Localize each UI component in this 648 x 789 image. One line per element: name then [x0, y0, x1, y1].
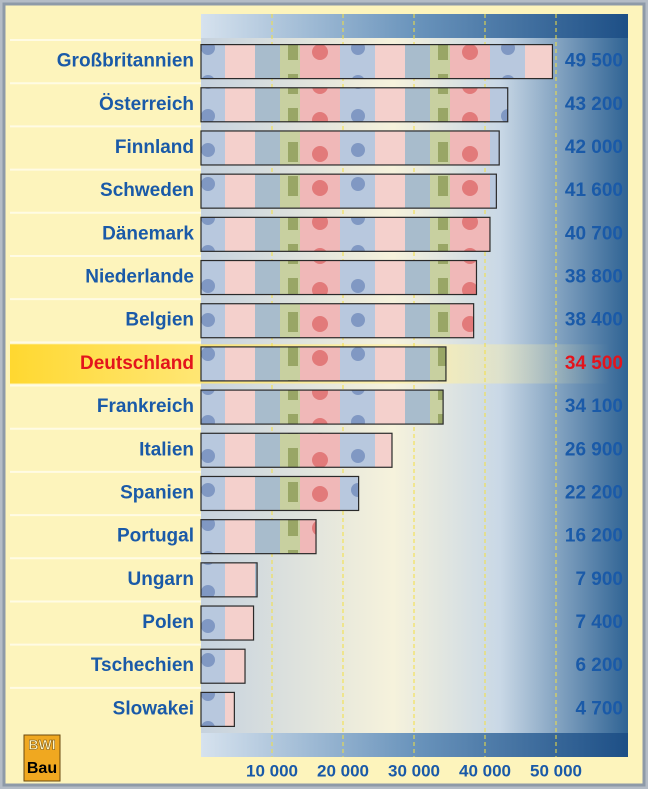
value-label: 7 900 — [575, 569, 623, 590]
y-tick-label: Portugal — [117, 526, 194, 547]
bar — [201, 88, 508, 122]
bar — [201, 649, 245, 683]
value-label: 34 100 — [565, 396, 623, 417]
value-label: 22 200 — [565, 482, 623, 503]
bar — [201, 390, 443, 424]
y-tick-label: Schweden — [100, 180, 194, 201]
value-label: 49 500 — [565, 51, 623, 72]
bar — [201, 261, 476, 295]
y-tick-label: Österreich — [99, 94, 194, 115]
value-label: 34 500 — [565, 353, 623, 374]
logo-text: BWI — [28, 737, 55, 753]
value-label: 42 000 — [565, 137, 623, 158]
bar — [201, 476, 359, 510]
y-tick-label: Polen — [142, 612, 194, 633]
bar — [201, 433, 392, 467]
y-tick-label: Ungarn — [128, 569, 195, 590]
value-label: 41 600 — [565, 180, 623, 201]
value-label: 6 200 — [575, 655, 623, 676]
bar — [201, 131, 499, 165]
x-tick-label: 50 000 — [530, 761, 582, 780]
chart: BWI Bau 10 000 20 000 30 000 40 000 50 000 Gr… — [0, 0, 648, 789]
y-tick-label: Tschechien — [91, 655, 194, 676]
bar — [201, 347, 446, 381]
bar — [201, 304, 474, 338]
y-tick-label: Belgien — [125, 310, 194, 331]
y-tick-label: Dänemark — [102, 223, 194, 244]
y-tick-label: Slowakei — [113, 698, 194, 719]
x-tick-label: 40 000 — [459, 761, 511, 780]
y-tick-label: Frankreich — [97, 396, 194, 417]
logo-text: Bau — [27, 760, 57, 777]
bar — [201, 174, 496, 208]
value-label: 38 800 — [565, 267, 623, 288]
y-tick-label: Großbritannien — [57, 51, 194, 72]
value-label: 43 200 — [565, 94, 623, 115]
bar — [201, 217, 490, 251]
x-tick-label: 10 000 — [246, 761, 298, 780]
bar — [201, 563, 257, 597]
bar — [201, 692, 234, 726]
y-tick-label: Finnland — [115, 137, 194, 158]
value-label: 7 400 — [575, 612, 623, 633]
value-label: 40 700 — [565, 223, 623, 244]
value-label: 26 900 — [565, 439, 623, 460]
x-tick-label: 30 000 — [388, 761, 440, 780]
bar — [201, 606, 254, 640]
value-label: 38 400 — [565, 310, 623, 331]
bar — [201, 520, 316, 554]
y-tick-label: Deutschland — [80, 353, 194, 374]
value-label: 4 700 — [575, 698, 623, 719]
bar — [201, 45, 552, 79]
x-tick-label: 20 000 — [317, 761, 369, 780]
y-tick-label: Niederlande — [85, 267, 194, 288]
y-tick-label: Italien — [139, 439, 194, 460]
y-tick-label: Spanien — [120, 482, 194, 503]
value-label: 16 200 — [565, 526, 623, 547]
